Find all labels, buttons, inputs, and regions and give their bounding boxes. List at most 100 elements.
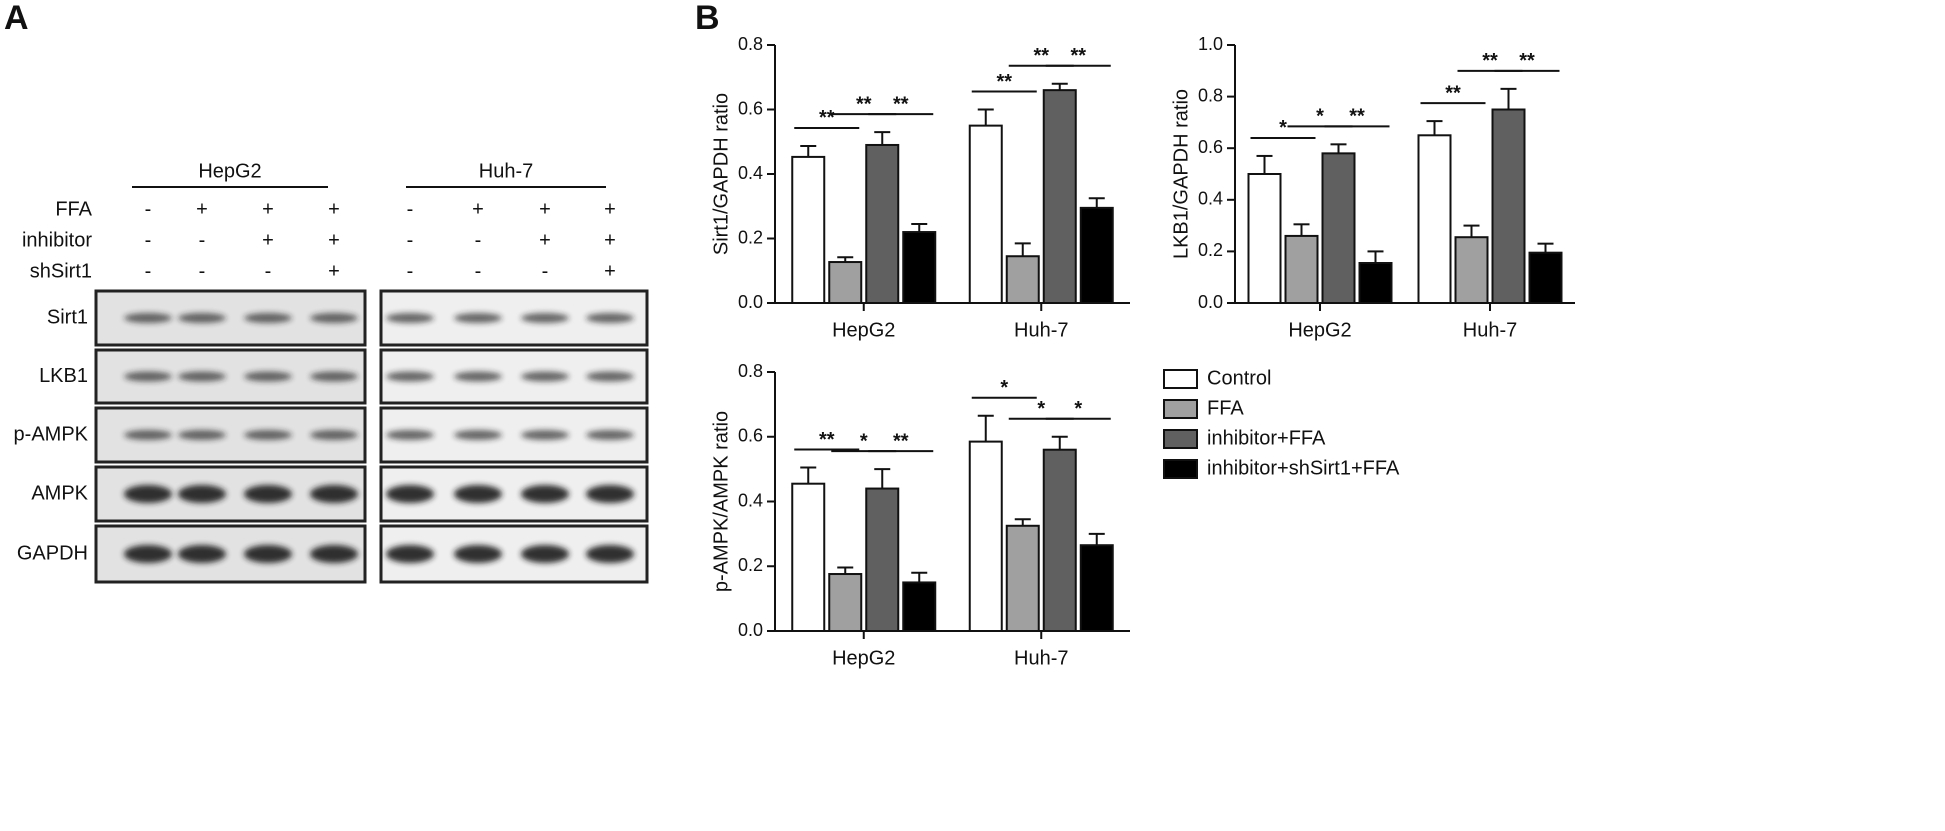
blot-band	[586, 430, 634, 440]
legend-swatch	[1163, 369, 1198, 389]
legend-label: inhibitor+shSirt1+FFA	[1207, 457, 1400, 479]
blot-band	[586, 371, 634, 382]
blot-band	[244, 371, 292, 382]
y-tick-label: 0.8	[738, 361, 763, 381]
bar	[902, 231, 937, 304]
blot-band	[386, 485, 434, 503]
condition-sign: +	[604, 198, 616, 220]
bar	[791, 482, 826, 632]
bar	[1079, 206, 1114, 304]
significance-label: **	[1482, 50, 1498, 72]
blot-band	[244, 430, 292, 440]
y-tick-label: 0.0	[1198, 292, 1223, 312]
condition-sign: -	[199, 229, 206, 251]
x-tick-label: Huh-7	[1014, 647, 1068, 669]
condition-sign: +	[328, 260, 340, 282]
condition-sign: -	[407, 229, 414, 251]
significance-label: **	[893, 93, 909, 115]
protein-label: GAPDH	[17, 542, 88, 564]
condition-sign: +	[196, 198, 208, 220]
condition-sign: -	[407, 198, 414, 220]
significance-label: **	[1070, 45, 1086, 67]
significance-label: **	[1033, 45, 1049, 67]
y-tick-label: 0.2	[1198, 240, 1223, 260]
y-tick-label: 0.6	[738, 426, 763, 446]
blot-band	[178, 545, 226, 563]
blot-band	[124, 545, 172, 563]
significance-label: **	[856, 93, 872, 115]
blot-band	[521, 545, 569, 563]
blot-band	[310, 485, 358, 503]
y-tick-label: 0.4	[738, 163, 763, 183]
blot-band	[454, 371, 502, 382]
condition-sign: -	[475, 260, 482, 282]
condition-sign: -	[145, 260, 152, 282]
legend-swatch	[1163, 459, 1198, 479]
condition-sign: -	[199, 260, 206, 282]
legend-swatch	[1163, 429, 1198, 449]
blot-band	[178, 313, 226, 323]
y-tick-label: 0.8	[1198, 85, 1223, 105]
condition-sign: -	[145, 198, 152, 220]
significance-label: **	[819, 107, 835, 129]
significance-label: *	[1316, 106, 1324, 128]
bar	[968, 440, 1003, 633]
y-axis-label: LKB1/GAPDH ratio	[1170, 89, 1192, 259]
significance-label: **	[819, 429, 835, 451]
y-tick-label: 0.4	[738, 490, 763, 510]
bar	[865, 143, 900, 304]
significance-label: **	[996, 71, 1012, 93]
blot-band	[178, 485, 226, 503]
blot-band	[244, 313, 292, 323]
condition-label: FFA	[55, 198, 92, 220]
blot-band	[244, 485, 292, 503]
blot-band	[178, 371, 226, 382]
significance-label: *	[1000, 377, 1008, 399]
significance-label: *	[1037, 398, 1045, 420]
blot-band	[124, 430, 172, 440]
condition-sign: -	[407, 260, 414, 282]
condition-sign: +	[604, 260, 616, 282]
blot-band	[521, 313, 569, 323]
bar	[1321, 152, 1356, 304]
x-tick-label: Huh-7	[1014, 319, 1068, 341]
x-tick-label: HepG2	[1288, 319, 1351, 341]
condition-sign: +	[539, 198, 551, 220]
panel-label: A	[4, 0, 29, 37]
bar	[1005, 524, 1040, 632]
blot-band	[386, 313, 434, 323]
blot-band	[454, 545, 502, 563]
blot-band	[124, 313, 172, 323]
bar	[1042, 89, 1077, 305]
significance-label: **	[1349, 106, 1365, 128]
bar	[1454, 236, 1489, 305]
blot-band	[310, 430, 358, 440]
condition-sign: +	[262, 198, 274, 220]
group-label: Huh-7	[479, 160, 533, 182]
condition-label: shSirt1	[30, 260, 92, 282]
blot-band	[586, 313, 634, 323]
significance-label: *	[1279, 117, 1287, 139]
blot-band	[178, 430, 226, 440]
condition-sign: -	[145, 229, 152, 251]
protein-label: LKB1	[39, 365, 88, 387]
protein-label: Sirt1	[47, 306, 88, 328]
bar	[1079, 544, 1114, 632]
condition-sign: +	[328, 198, 340, 220]
blot-band	[386, 545, 434, 563]
x-tick-label: HepG2	[832, 319, 895, 341]
significance-label: *	[860, 430, 868, 452]
bar	[968, 124, 1003, 304]
blot-band	[454, 430, 502, 440]
condition-sign: +	[328, 229, 340, 251]
bar	[1005, 255, 1040, 304]
blot-band	[310, 545, 358, 563]
y-tick-label: 0.2	[738, 227, 763, 247]
condition-sign: -	[542, 260, 549, 282]
blot-band	[521, 430, 569, 440]
x-tick-label: HepG2	[832, 647, 895, 669]
condition-sign: +	[604, 229, 616, 251]
x-tick-label: Huh-7	[1463, 319, 1517, 341]
protein-label: AMPK	[31, 482, 88, 504]
